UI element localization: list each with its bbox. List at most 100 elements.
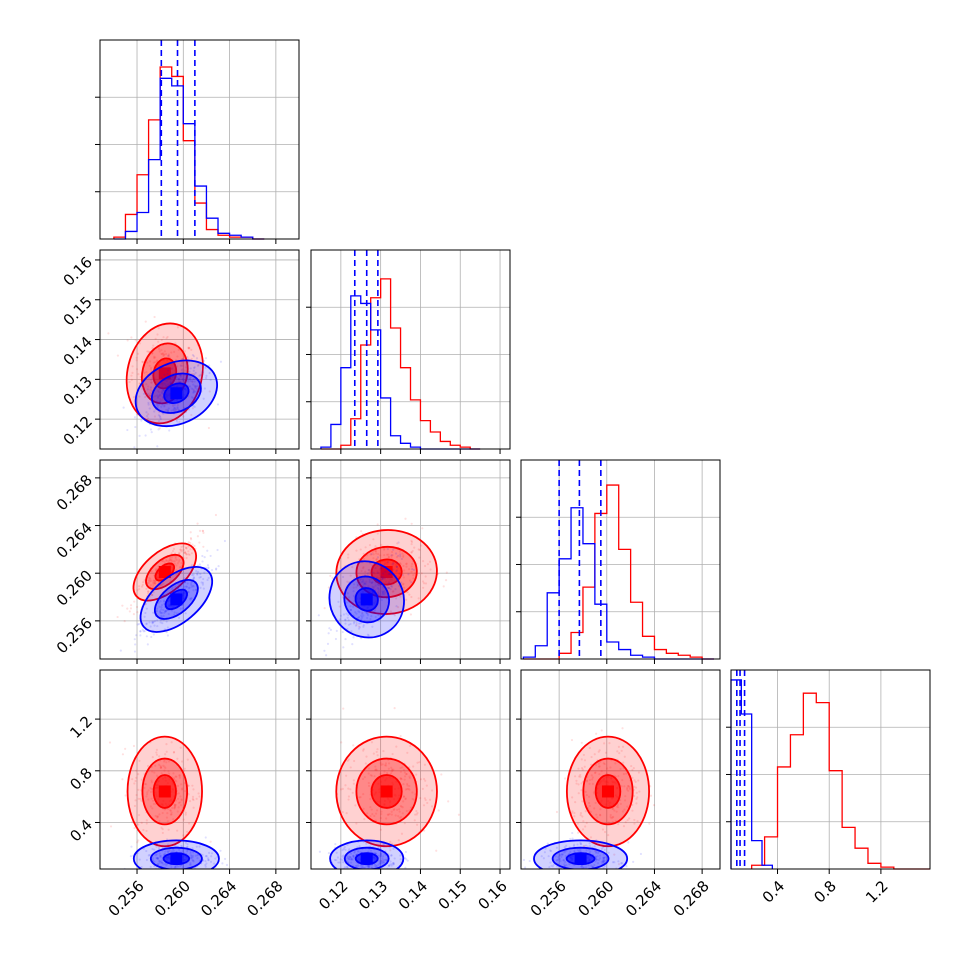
scatter-point — [408, 579, 412, 582]
scatter-point — [160, 338, 163, 342]
scatter-point — [137, 839, 140, 842]
scatter-point — [362, 565, 365, 569]
scatter-point — [170, 552, 173, 555]
scatter-point — [198, 795, 201, 798]
scatter-point — [160, 861, 164, 865]
scatter-point — [156, 394, 159, 397]
scatter-point — [178, 774, 181, 777]
scatter-point — [177, 377, 181, 380]
scatter-blue — [119, 539, 227, 653]
scatter-point — [626, 785, 630, 788]
scatter-point — [170, 588, 174, 591]
scatter-point — [165, 743, 168, 746]
panel-frame — [99, 669, 300, 870]
scatter-point — [176, 784, 180, 787]
scatter-point — [183, 782, 186, 785]
scatter-point — [144, 320, 147, 323]
y-tick-label: 0.264 — [53, 519, 96, 562]
scatter-point — [151, 770, 154, 773]
scatter-point — [168, 377, 171, 380]
scatter-point — [384, 764, 388, 767]
x-tick-label: 0.260 — [151, 877, 194, 920]
scatter-point — [159, 611, 162, 614]
scatter-point — [161, 622, 164, 625]
scatter-point — [374, 768, 377, 771]
scatter-point — [189, 863, 192, 866]
scatter-red — [335, 707, 461, 862]
scatter-point — [167, 770, 170, 773]
scatter-point — [412, 765, 415, 768]
scatter-point — [408, 776, 411, 780]
scatter-point — [155, 400, 159, 403]
scatter-point — [145, 383, 148, 386]
scatter-point — [141, 628, 144, 631]
scatter-point — [522, 858, 526, 862]
density-peak-red — [158, 566, 171, 579]
scatter-point — [612, 815, 615, 819]
scatter-point — [153, 355, 156, 358]
scatter-point — [129, 604, 133, 607]
scatter-point — [160, 391, 163, 395]
scatter-point — [153, 620, 157, 623]
scatter-point — [206, 564, 210, 567]
scatter-point — [376, 754, 379, 757]
scatter-point — [329, 628, 333, 631]
scatter-point — [369, 562, 372, 565]
scatter-point — [362, 866, 365, 869]
scatter-point — [166, 335, 169, 339]
scatter-point — [149, 366, 153, 369]
scatter-point — [575, 871, 577, 873]
scatter-point — [163, 405, 166, 408]
scatter-point — [175, 408, 178, 411]
x-tick-label: 1.2 — [862, 877, 892, 907]
scatter-point — [181, 362, 184, 365]
scatter-point — [149, 391, 152, 395]
scatter-point — [191, 584, 195, 587]
scatter-point — [404, 866, 407, 869]
scatter-point — [362, 580, 365, 583]
scatter-point — [182, 551, 186, 554]
scatter-point — [153, 860, 156, 863]
scatter-point — [203, 359, 206, 363]
scatter-point — [179, 746, 182, 749]
scatter-point — [365, 611, 369, 614]
scatter-point — [160, 765, 163, 769]
scatter-point — [225, 863, 229, 867]
scatter-point — [160, 772, 163, 775]
scatter-point — [401, 583, 405, 586]
scatter-point — [593, 870, 595, 872]
scatter-point — [379, 596, 382, 599]
scatter-point — [381, 576, 385, 579]
scatter-point — [160, 606, 163, 609]
scatter-point — [331, 576, 334, 579]
scatter-point — [418, 548, 421, 552]
scatter-point — [133, 782, 136, 785]
scatter-point — [392, 568, 395, 571]
scatter-point — [339, 858, 342, 861]
scatter-point — [163, 404, 166, 407]
scatter-point — [152, 361, 155, 364]
scatter-point — [201, 554, 204, 558]
scatter-point — [215, 567, 218, 570]
scatter-point — [423, 763, 427, 766]
scatter-point — [349, 608, 353, 612]
scatter-point — [621, 779, 624, 782]
scatter-point — [402, 768, 405, 772]
scatter-point — [567, 870, 569, 872]
scatter-point — [569, 837, 572, 841]
scatter-point — [156, 445, 159, 448]
scatter-point — [377, 869, 379, 871]
scatter-point — [396, 606, 400, 609]
scatter-point — [398, 572, 401, 575]
scatter-point — [416, 811, 419, 815]
scatter-point — [157, 395, 160, 399]
scatter-point — [176, 404, 179, 407]
scatter-point — [362, 807, 365, 811]
scatter-point — [172, 409, 175, 412]
scatter-point — [577, 792, 580, 795]
scatter-point — [364, 546, 367, 549]
scatter-point — [160, 405, 163, 408]
scatter-point — [346, 843, 349, 846]
scatter-point — [382, 844, 386, 847]
scatter-point — [135, 605, 139, 609]
